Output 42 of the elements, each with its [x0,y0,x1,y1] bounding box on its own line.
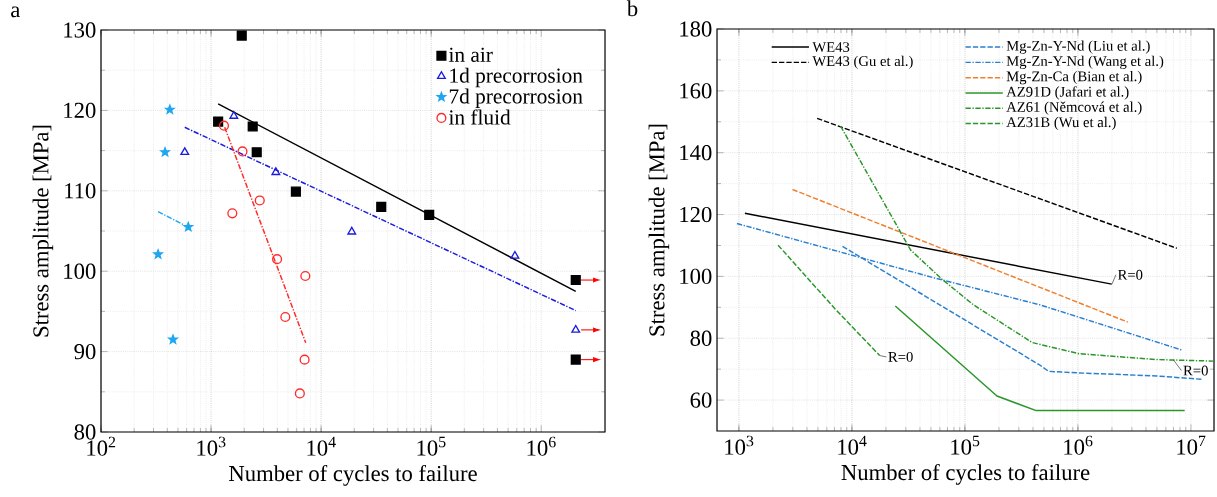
x-tick-label: 10$^{3}$ [197,436,226,456]
legend-label: Mg-Zn-Ca (Bian et al.) [1006,70,1142,85]
annotation: R=0 [1117,269,1143,280]
y-tick-label: 100 [64,263,96,279]
y-tick-label: 110 [65,183,96,199]
legend-label: in air [448,47,493,62]
y-tick-label: 60 [690,392,712,408]
x-tick-label: 10$^{3}$ [725,435,754,455]
y-tick-label: 80 [690,330,712,346]
legend-label: WE43 (Gu et al.) [812,55,913,69]
x-axis-title: Number of cycles to failure [841,463,1090,485]
y-tick-label: 120 [680,206,712,223]
y-tick-label: 90 [74,343,96,360]
y-tick-label: 130 [64,22,96,38]
legend-label: in fluid [448,109,511,125]
x-tick-label: 10$^{6}$ [1064,435,1093,455]
legend-label: 1d precorrosion [450,67,583,88]
y-tick-label: 180 [680,21,712,37]
y-tick-label: 140 [680,145,712,161]
annotation: R=0 [888,351,913,362]
legend-label: AZ31B (Wu et al.) [1006,116,1116,131]
y-tick-label: 120 [64,102,96,119]
y-tick-label: 160 [680,83,712,99]
x-tick-label: 10$^{4}$ [307,436,336,456]
legend-label: 7d precorrosion [449,88,583,108]
x-tick-label: 10$^{5}$ [951,435,980,455]
x-tick-label: 10$^{7}$ [1177,435,1206,455]
y-tick-label: 100 [680,268,712,285]
x-tick-label: 10$^{6}$ [527,436,556,456]
legend-label: WE43 [812,42,850,53]
legend-label: Mg-Zn-Y-Nd (Liu et al.) [1006,40,1150,54]
chart-title: b [626,0,638,17]
y-axis-title: Stress amplitude [MPa] [32,125,54,337]
chart-title: a [11,6,21,18]
x-axis-title: Number of cycles to failure [229,464,477,486]
y-axis-title: Stress amplitude [MPa] [648,124,670,336]
legend-label: Mg-Zn-Y-Nd (Wang et al.) [1006,55,1164,70]
x-tick-label: 10$^{5}$ [417,436,446,456]
x-tick-label: 10$^{4}$ [838,435,867,455]
legend-label: AZ91D (Jafari et al.) [1006,86,1129,100]
legend-label: AZ61 (Němcová et al.) [1006,101,1142,115]
annotation: R=0 [1183,365,1208,376]
